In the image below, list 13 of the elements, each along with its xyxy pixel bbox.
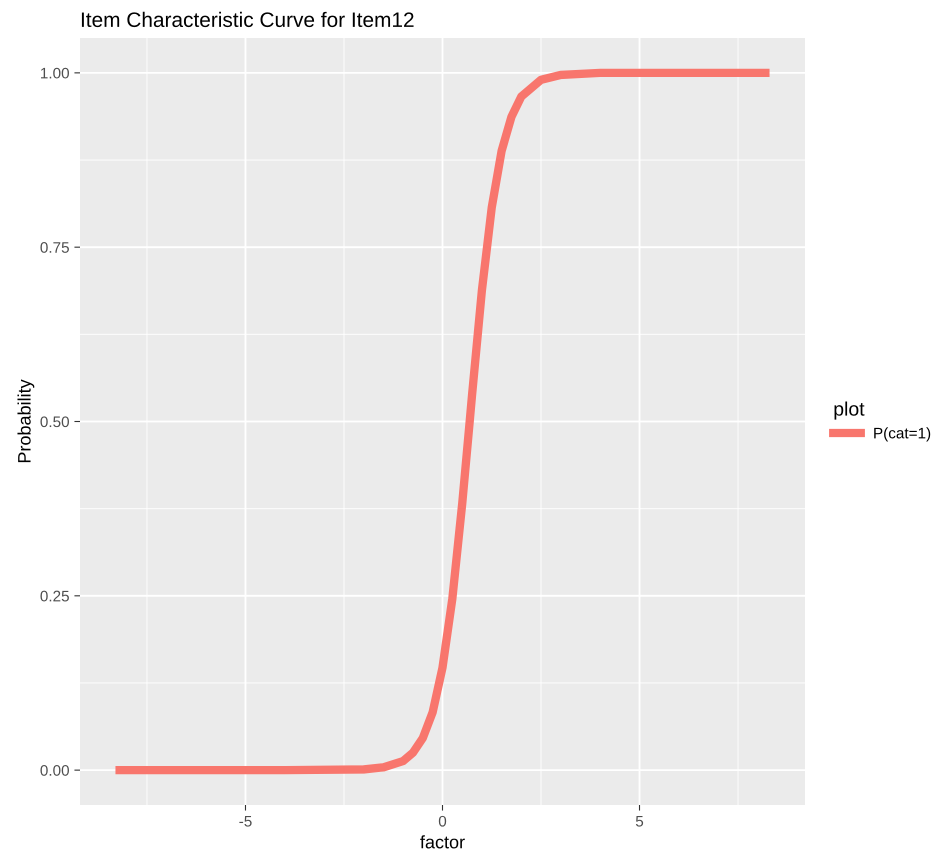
x-tick-label: -5 [239, 816, 252, 827]
y-tick-label: 0.50 [40, 416, 69, 428]
legend-label: P(cat=1) [874, 427, 930, 442]
chart-title: Item Characteristic Curve for Item12 [82, 12, 414, 28]
y-axis-title: Probability [17, 379, 34, 462]
y-tick-label: 1.00 [41, 68, 69, 79]
legend-title: plot [834, 401, 864, 420]
x-tick-label: 0 [438, 816, 446, 827]
x-axis-title: factor [420, 835, 465, 848]
y-tick-label: 0.25 [40, 590, 69, 602]
y-tick-label: 0.00 [40, 765, 69, 776]
x-tick-label: 5 [636, 816, 644, 827]
y-tick-label: 0.75 [40, 242, 69, 253]
